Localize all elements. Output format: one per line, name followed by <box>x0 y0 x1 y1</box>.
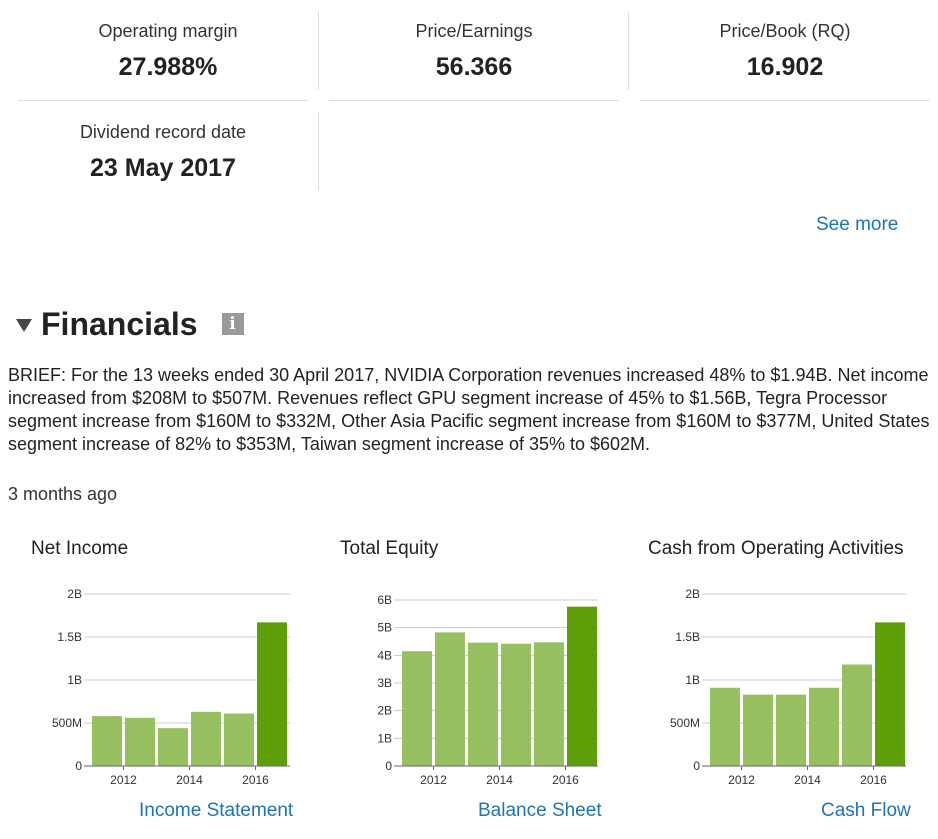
stat-value: 16.902 <box>746 53 824 81</box>
see-more-link[interactable]: See more <box>816 214 899 235</box>
x-tick-label: 2012 <box>728 773 755 787</box>
y-tick-label: 0 <box>385 759 392 773</box>
stat-price-earnings: Price/Earnings 56.366 <box>329 20 619 82</box>
stat-value: 27.988% <box>118 53 218 81</box>
stat-label: Operating margin <box>98 21 238 41</box>
y-tick-label: 2B <box>377 704 392 718</box>
bar <box>875 622 905 766</box>
divider <box>628 12 629 90</box>
chart-title-net-income: Net Income <box>31 538 129 559</box>
y-tick-label: 1B <box>67 673 82 687</box>
bar <box>191 711 221 766</box>
bar <box>534 642 564 766</box>
financials-header: Financials i <box>16 304 244 344</box>
x-tick-label: 2016 <box>242 773 269 787</box>
y-tick-label: 2B <box>685 587 700 601</box>
bar <box>776 694 806 766</box>
cash-flow-link[interactable]: Cash Flow <box>821 800 911 821</box>
net-income-chart: 0 500M 1B 1.5B 2B 2012 2014 2016 <box>52 587 290 787</box>
y-tick-label: 500M <box>670 716 700 730</box>
y-tick-label: 1B <box>685 673 700 687</box>
cash-from-operations-chart: 0 500M 1B 1.5B 2B 2012 2014 2016 <box>670 587 906 787</box>
bar <box>842 664 872 766</box>
y-tick-label: 6B <box>377 593 392 607</box>
x-tick-label: 2014 <box>176 773 203 787</box>
info-icon[interactable]: i <box>221 313 244 335</box>
total-equity-chart: 0 1B 2B 3B 4B 5B 6B 2012 2014 2016 <box>377 593 598 787</box>
divider <box>329 100 619 101</box>
stat-price-book: Price/Book (RQ) 16.902 <box>640 20 930 82</box>
y-tick-label: 0 <box>75 759 82 773</box>
bar <box>402 651 432 766</box>
chart-title-cash-from-operations: Cash from Operating Activities <box>648 538 904 559</box>
y-tick-label: 0 <box>693 759 700 773</box>
x-tick-label: 2014 <box>794 773 821 787</box>
stat-label: Dividend record date <box>79 122 247 142</box>
bar <box>92 716 122 766</box>
bar <box>710 687 740 766</box>
bar <box>435 632 465 766</box>
bar <box>468 642 498 766</box>
x-tick-label: 2016 <box>552 773 579 787</box>
y-tick-label: 500M <box>52 716 82 730</box>
y-tick-label: 1B <box>377 731 392 745</box>
y-tick-label: 3B <box>377 676 392 690</box>
y-tick-label: 5B <box>377 621 392 635</box>
bar <box>809 687 839 766</box>
x-tick-label: 2014 <box>486 773 513 787</box>
stat-operating-margin: Operating margin 27.988% <box>18 20 318 82</box>
divider <box>318 12 319 90</box>
bar <box>257 622 287 766</box>
bar <box>743 694 773 766</box>
y-tick-label: 2B <box>67 587 82 601</box>
stat-dividend-record-date: Dividend record date 23 May 2017 <box>18 121 308 183</box>
stat-value: 56.366 <box>435 53 513 81</box>
stat-label: Price/Earnings <box>415 21 533 41</box>
y-tick-label: 1.5B <box>57 630 82 644</box>
updated-timestamp: 3 months ago <box>8 484 118 504</box>
y-tick-label: 1.5B <box>675 630 700 644</box>
divider <box>318 112 319 190</box>
divider <box>18 100 308 101</box>
x-tick-label: 2012 <box>110 773 137 787</box>
bar <box>125 717 155 766</box>
bar <box>567 606 597 766</box>
section-title: Financials <box>41 305 198 342</box>
bar <box>158 728 188 766</box>
divider <box>640 100 930 101</box>
financials-brief: BRIEF: For the 13 weeks ended 30 April 2… <box>8 365 930 454</box>
balance-sheet-link[interactable]: Balance Sheet <box>478 800 602 821</box>
stat-label: Price/Book (RQ) <box>719 21 851 41</box>
x-tick-label: 2012 <box>420 773 447 787</box>
collapse-triangle-icon[interactable] <box>16 318 32 332</box>
bar <box>501 643 531 766</box>
chart-title-total-equity: Total Equity <box>340 538 439 559</box>
bar <box>224 713 254 766</box>
income-statement-link[interactable]: Income Statement <box>139 800 294 821</box>
stat-value: 23 May 2017 <box>90 154 236 182</box>
y-tick-label: 4B <box>377 648 392 662</box>
x-tick-label: 2016 <box>860 773 887 787</box>
